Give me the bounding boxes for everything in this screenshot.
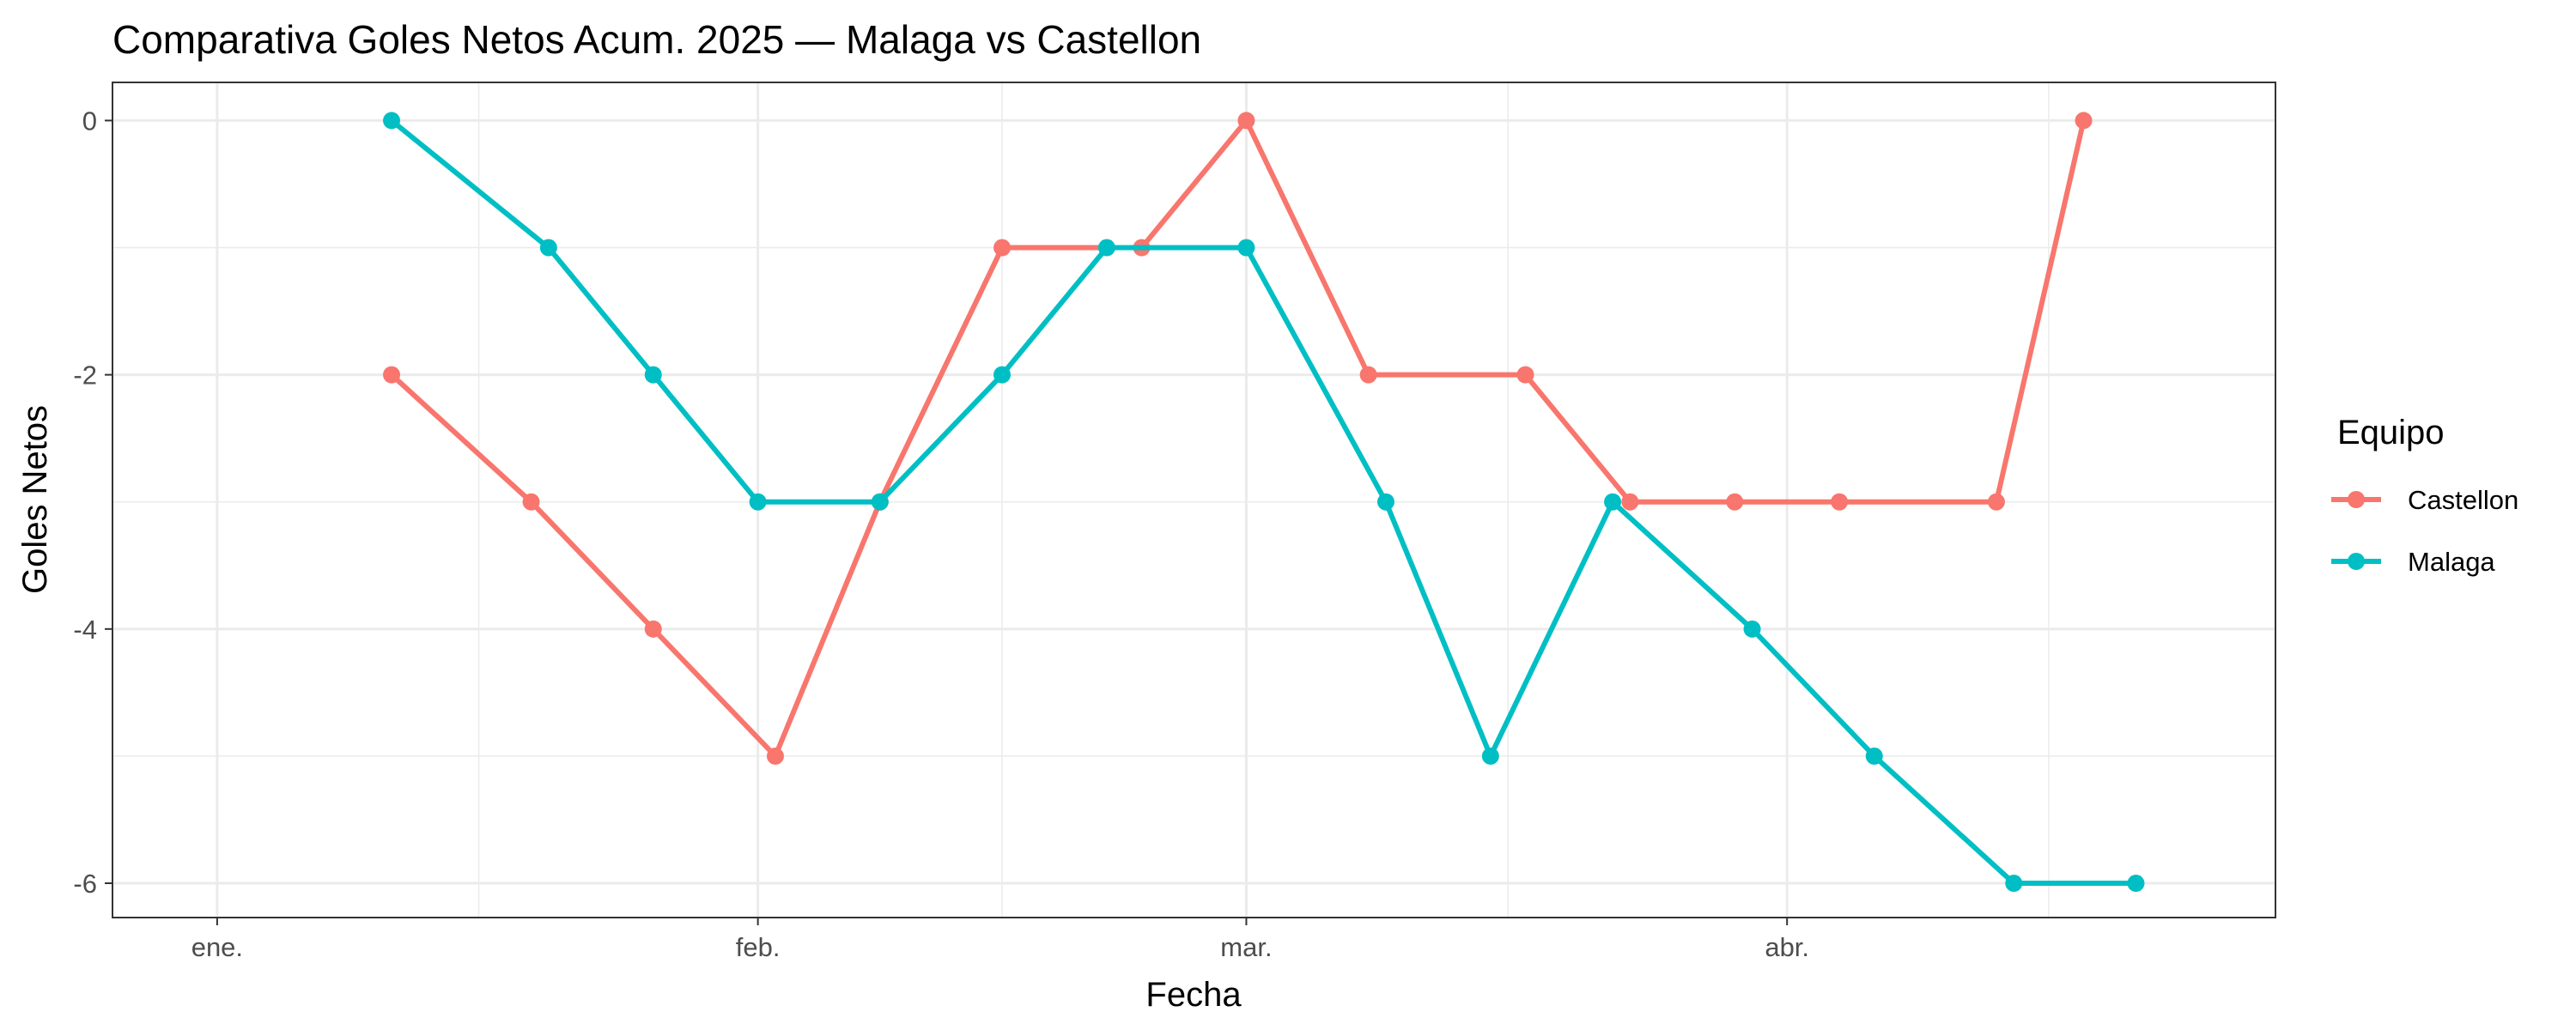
data-point xyxy=(993,366,1012,384)
data-point xyxy=(766,747,784,765)
y-tick-label: -6 xyxy=(73,869,97,899)
data-point xyxy=(1481,747,1499,765)
data-point xyxy=(1097,239,1115,257)
y-tick-label: -2 xyxy=(73,360,97,391)
x-tick-label: abr. xyxy=(1765,932,1809,962)
data-point xyxy=(539,239,557,257)
data-point xyxy=(749,493,767,511)
data-point xyxy=(1726,493,1744,511)
data-point xyxy=(1831,493,1849,511)
x-tick-label: feb. xyxy=(736,932,781,962)
data-point xyxy=(1743,620,1761,638)
data-point xyxy=(383,112,401,130)
data-point xyxy=(1237,239,1255,257)
data-point xyxy=(1604,493,1622,511)
x-tick-label: ene. xyxy=(191,932,243,962)
data-point xyxy=(993,239,1012,257)
data-point xyxy=(2127,875,2145,893)
data-point xyxy=(644,366,662,384)
x-axis-title: Fecha xyxy=(1145,976,1242,1014)
legend-item-castellon: Castellon xyxy=(2331,485,2518,515)
x-tick-label: mar. xyxy=(1220,932,1272,962)
data-point xyxy=(2075,112,2093,130)
legend-label: Castellon xyxy=(2408,485,2518,515)
series-castellon xyxy=(383,112,2093,765)
data-point xyxy=(1621,493,1639,511)
legend-key-point xyxy=(2348,553,2365,570)
panel-border xyxy=(112,82,2276,918)
legend-item-malaga: Malaga xyxy=(2331,547,2495,577)
data-point xyxy=(1516,366,1534,384)
legend: Equipo Castellon Malaga xyxy=(2331,414,2518,577)
data-point xyxy=(1359,366,1377,384)
data-point xyxy=(1237,112,1255,130)
y-axis-title: Goles Netos xyxy=(16,405,54,594)
y-tick-label: 0 xyxy=(82,106,97,136)
data-point xyxy=(2005,875,2023,893)
legend-key-point xyxy=(2348,491,2365,508)
legend-label: Malaga xyxy=(2408,547,2495,577)
data-point xyxy=(1376,493,1394,511)
series-malaga xyxy=(383,112,2145,893)
data-point xyxy=(522,493,540,511)
data-point xyxy=(383,366,401,384)
data-point xyxy=(871,493,889,511)
data-point xyxy=(1865,747,1883,765)
data-point xyxy=(644,620,662,638)
data-point xyxy=(1987,493,2005,511)
legend-title: Equipo xyxy=(2337,414,2445,451)
chart-title: Comparativa Goles Netos Acum. 2025 — Mal… xyxy=(112,17,1201,62)
y-tick-label: -4 xyxy=(73,615,97,645)
